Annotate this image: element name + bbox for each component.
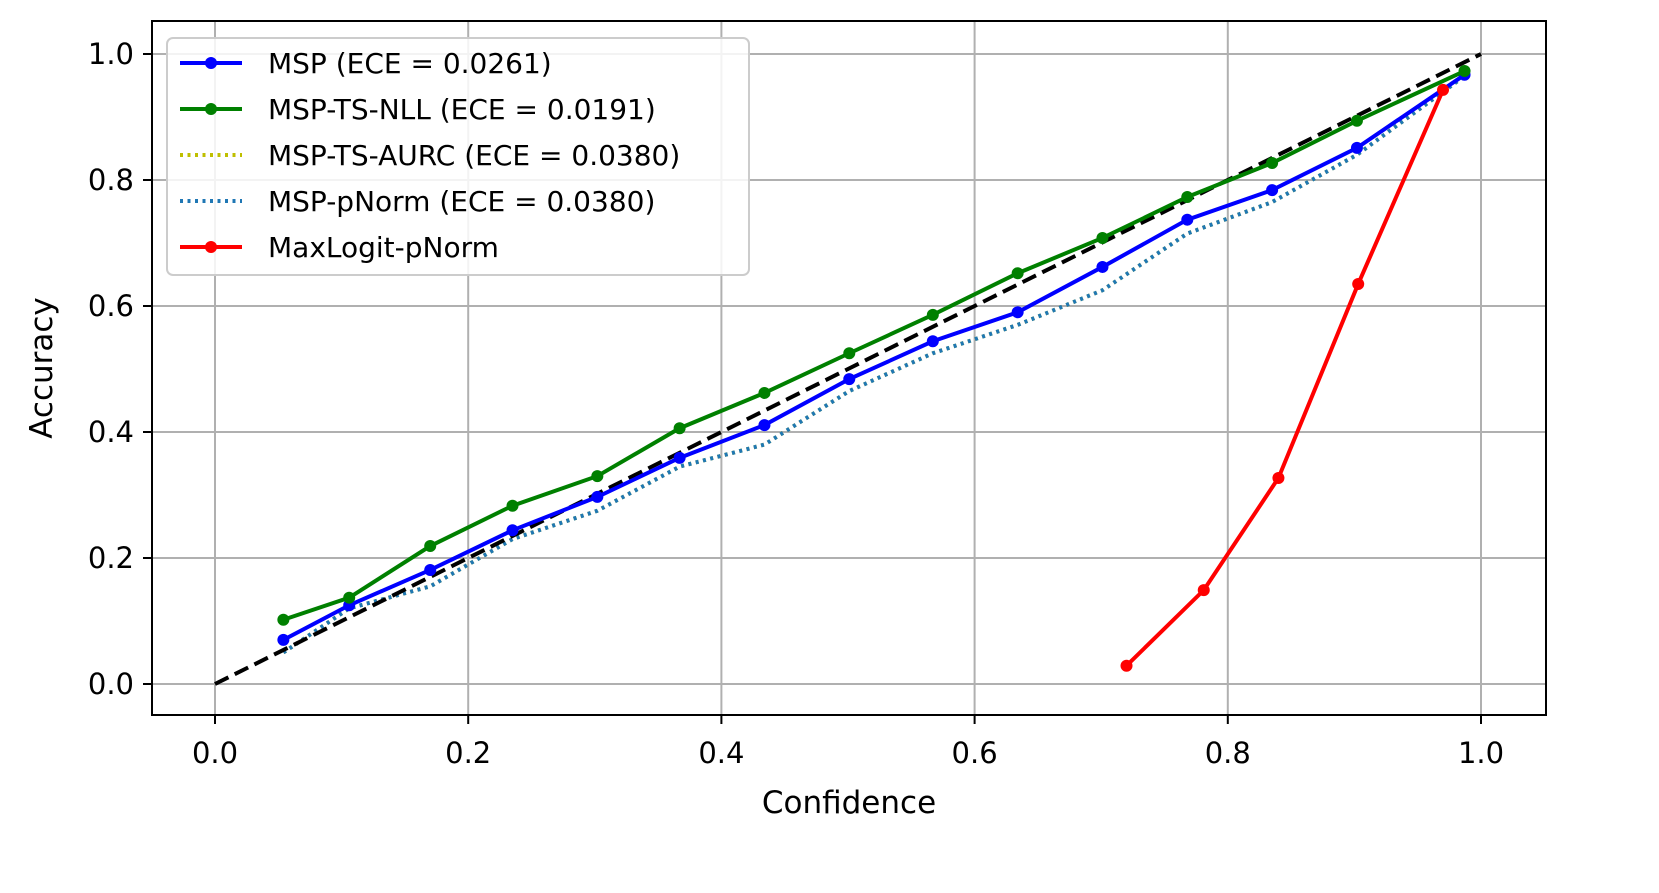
legend-item: MSP-pNorm (ECE = 0.0380): [180, 185, 655, 218]
x-tick-label: 0.2: [445, 736, 491, 770]
data-point-maxlogit-pnorm: [1272, 471, 1285, 484]
y-tick-label: 0.0: [88, 667, 134, 701]
data-point-msp-ts-nll-ece-0-0191: [277, 613, 290, 626]
legend-label: MSP (ECE = 0.0261): [268, 47, 552, 80]
x-tick-label: 0.0: [192, 736, 238, 770]
data-point-msp-ts-nll-ece-0-0191: [1181, 191, 1194, 204]
data-point-msp-ece-0-0261: [1181, 213, 1194, 226]
data-point-msp-ts-nll-ece-0-0191: [758, 386, 771, 399]
data-point-msp-ts-nll-ece-0-0191: [506, 499, 519, 512]
data-point-msp-ts-nll-ece-0-0191: [843, 347, 856, 360]
legend-marker: [205, 103, 217, 115]
y-tick-label: 0.8: [88, 163, 134, 197]
data-point-msp-ts-nll-ece-0-0191: [1458, 65, 1471, 78]
ticks: 0.0 0.2 0.4 0.6 0.8 1.0 0.0 0.2 0.4 0.6 0.8 1.0: [88, 37, 1504, 770]
data-point-msp-ts-nll-ece-0-0191: [424, 540, 437, 553]
x-tick-label: 0.4: [698, 736, 744, 770]
data-point-msp-ts-nll-ece-0-0191: [1266, 156, 1279, 169]
axes-frame: [151, 20, 1547, 716]
legend-item: MaxLogit-pNorm: [180, 231, 499, 264]
data-point-msp-ts-nll-ece-0-0191: [1096, 231, 1109, 244]
data-point-msp-ts-nll-ece-0-0191: [1011, 267, 1024, 280]
data-point-maxlogit-pnorm: [1197, 584, 1210, 597]
legend-item: MSP-TS-AURC (ECE = 0.0380): [180, 139, 680, 172]
data-point-msp-ts-nll-ece-0-0191: [1350, 114, 1363, 127]
legend: MSP (ECE = 0.0261) MSP-TS-NLL (ECE = 0.01…: [166, 37, 750, 276]
data-point-msp-ts-nll-ece-0-0191: [343, 591, 356, 604]
data-point-msp-ece-0-0261: [424, 563, 437, 576]
legend-item: MSP-TS-NLL (ECE = 0.0191): [180, 93, 656, 126]
legend-marker: [205, 57, 217, 69]
y-tick-label: 1.0: [88, 37, 134, 71]
y-tick-label: 0.6: [88, 289, 134, 323]
data-point-msp-ece-0-0261: [673, 451, 686, 464]
y-tick-label: 0.2: [88, 541, 134, 575]
plot-area: [214, 52, 1482, 686]
data-point-msp-ts-nll-ece-0-0191: [926, 308, 939, 321]
x-tick-label: 1.0: [1458, 736, 1504, 770]
y-axis-label: Accuracy: [24, 297, 60, 439]
data-point-maxlogit-pnorm: [1120, 659, 1133, 672]
legend-label: MSP-pNorm (ECE = 0.0380): [268, 185, 655, 218]
data-point-msp-ece-0-0261: [506, 524, 519, 537]
data-point-msp-ece-0-0261: [277, 633, 290, 646]
legend-marker: [205, 241, 217, 253]
x-tick-label: 0.8: [1205, 736, 1251, 770]
y-tick-label: 0.4: [88, 415, 134, 449]
series-line-maxlogit-pnorm: [1125, 89, 1445, 668]
legend-label: MSP-TS-NLL (ECE = 0.0191): [268, 93, 656, 126]
data-point-maxlogit-pnorm: [1437, 83, 1450, 96]
data-point-msp-ece-0-0261: [1350, 141, 1363, 154]
legend-box: [166, 37, 750, 276]
legend-item: MSP (ECE = 0.0261): [180, 47, 552, 80]
data-point-msp-ece-0-0261: [1096, 260, 1109, 273]
x-tick-label: 0.6: [952, 736, 998, 770]
data-point-msp-ece-0-0261: [926, 335, 939, 348]
data-point-msp-ece-0-0261: [1266, 184, 1279, 197]
legend-label: MSP-TS-AURC (ECE = 0.0380): [268, 139, 680, 172]
x-axis-label: Confidence: [762, 785, 936, 821]
data-point-msp-ts-nll-ece-0-0191: [591, 470, 604, 483]
data-point-msp-ece-0-0261: [591, 490, 604, 503]
data-point-msp-ts-nll-ece-0-0191: [673, 422, 686, 435]
data-point-msp-ece-0-0261: [843, 373, 856, 386]
data-point-msp-ece-0-0261: [758, 419, 771, 432]
legend-label: MaxLogit-pNorm: [268, 231, 499, 264]
data-point-msp-ece-0-0261: [1011, 306, 1024, 319]
data-point-maxlogit-pnorm: [1352, 277, 1365, 290]
